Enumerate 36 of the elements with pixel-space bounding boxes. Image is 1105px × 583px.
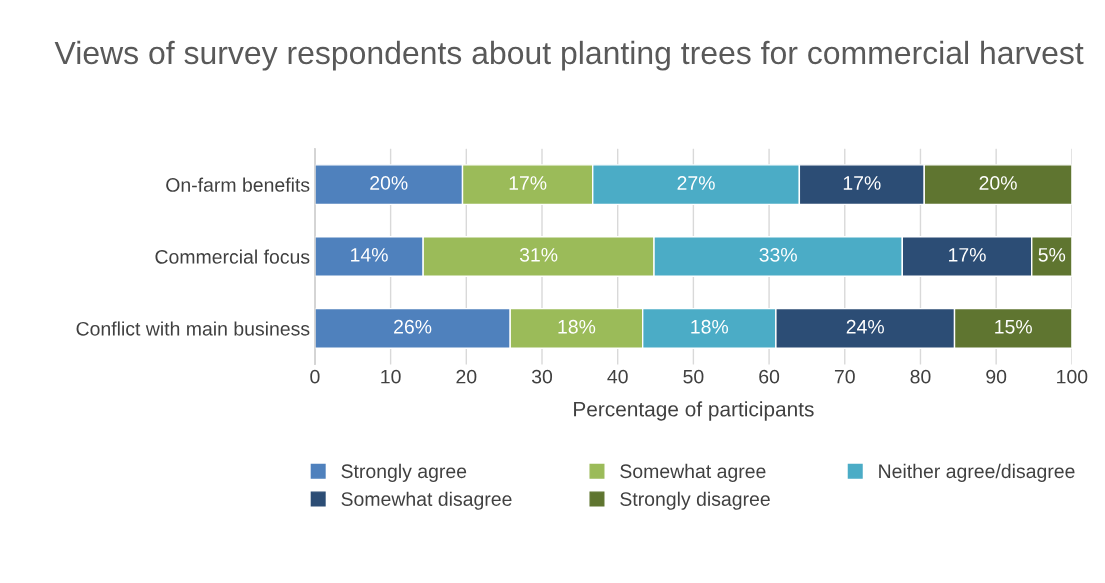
data-label: 18% <box>558 319 596 334</box>
x-tick-label: 0 <box>310 369 320 384</box>
data-label: 27% <box>677 176 715 190</box>
data-label: 26% <box>394 319 432 334</box>
x-tick-label: 70 <box>834 369 855 384</box>
data-label: 17% <box>843 176 881 190</box>
data-label: 20% <box>370 176 408 190</box>
x-tick-label: 20 <box>456 369 477 384</box>
data-label: 33% <box>759 247 797 262</box>
y-tick-label: Conflict with main business <box>76 321 310 336</box>
data-label: 5% <box>1038 248 1066 262</box>
data-label: 31% <box>519 247 558 262</box>
chart-title: Views of survey respondents about planting trees for commercial harvest <box>54 40 1084 71</box>
y-tick-label: Commercial focus <box>155 249 310 264</box>
x-tick-label: 50 <box>683 369 704 384</box>
legend-label: Somewhat disagree <box>341 491 512 510</box>
legend-label: Strongly disagree <box>620 491 770 510</box>
x-axis-title: Percentage of participants <box>574 401 814 421</box>
x-tick-label: 30 <box>531 369 553 384</box>
x-tick-label: 60 <box>759 369 780 384</box>
legend-label: Somewhat agree <box>620 463 766 482</box>
data-label: 15% <box>995 319 1032 334</box>
data-label: 14% <box>351 248 388 262</box>
x-tick-label: 90 <box>986 369 1007 384</box>
x-tick-label: 100 <box>1057 369 1088 384</box>
x-tick-label: 10 <box>381 369 401 384</box>
x-tick-label: 80 <box>910 369 931 384</box>
data-label: 20% <box>979 176 1017 190</box>
data-label: 24% <box>846 319 884 334</box>
y-tick-label: On-farm benefits <box>166 177 310 192</box>
x-tick-label: 40 <box>607 369 628 384</box>
data-label: 17% <box>509 176 547 190</box>
data-label: 17% <box>949 248 986 262</box>
data-label: 18% <box>691 319 729 334</box>
legend-label: Strongly agree <box>341 463 467 482</box>
legend-label: Neither agree/disagree <box>879 463 1075 482</box>
